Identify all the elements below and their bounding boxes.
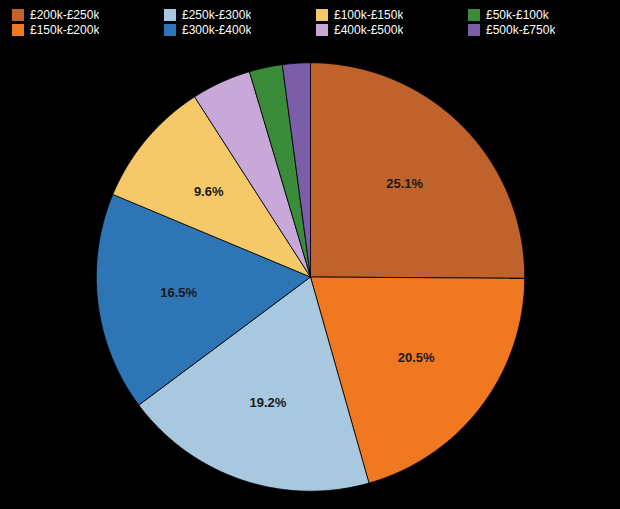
html-text:£250k-£300k: £250k-£300k [182,8,252,22]
html-text:£500k-£750k: £500k-£750k [486,23,556,37]
svg-text:16.5%: 16.5% [160,285,197,300]
html-text:£300k-£400k: £300k-£400k [182,23,252,37]
html-text:£100k-£150k: £100k-£150k [334,8,404,22]
svg-text:20.5%: 20.5% [398,350,435,365]
svg-text:25.1%: 25.1% [386,176,423,191]
html-text:£400k-£500k: £400k-£500k [334,23,404,37]
html-text:£150k-£200k: £150k-£200k [30,23,100,37]
svg-text:9.6%: 9.6% [194,184,224,199]
html-text:£50k-£100k: £50k-£100k [486,8,549,22]
html-text:£200k-£250k: £200k-£250k [30,8,100,22]
svg-text:19.2%: 19.2% [249,395,286,410]
